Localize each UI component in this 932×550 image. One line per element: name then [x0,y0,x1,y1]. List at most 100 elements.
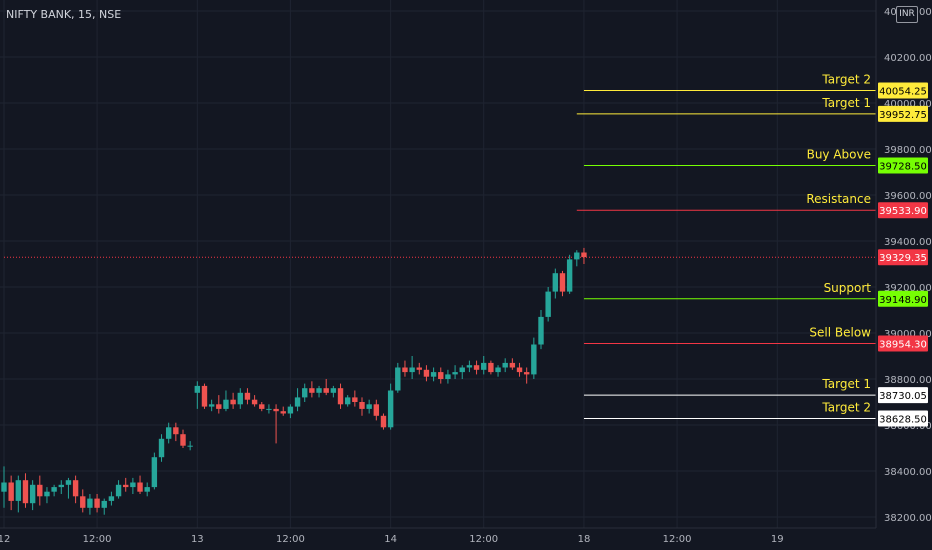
candle-body [108,496,115,501]
price-tick-label: 40000.00 [884,99,932,110]
candle-body [216,404,222,409]
time-tick-label: 12:00 [663,534,692,545]
price-tick-label: 39600.00 [884,191,932,202]
candle-body [445,374,451,379]
candle-body [566,259,573,292]
candle-body [208,404,215,407]
candle-body [223,399,229,409]
candle-body [51,487,57,492]
grid-lines [0,0,876,528]
candle-body [130,482,136,488]
price-tick-label: 39800.00 [884,145,932,156]
candle-body [29,484,36,504]
candle-body [330,388,337,393]
candle-body [466,365,473,368]
candle-body [538,316,544,345]
candle-body [366,404,372,409]
price-tick-label: 38200.00 [884,513,932,524]
level-price-label: 38954.30 [879,340,927,351]
time-tick-label: 12:00 [83,534,112,545]
candles [1,247,587,515]
candle-body [280,411,286,414]
candle-body [8,482,14,501]
candle-body [516,367,523,373]
level-price-box [878,249,928,266]
level-price-box [878,290,928,307]
time-tick-label: 14 [384,534,397,545]
candle-body [151,457,158,488]
level-price-label: 39329.35 [879,253,927,264]
candle-body [545,291,551,317]
level-name: Target 1 [821,377,871,391]
candle-body [237,392,243,405]
candle-body [137,482,143,492]
level-price-box [878,82,928,99]
candle-body [337,388,344,405]
candle-body [194,385,201,393]
price-tick-label: 39200.00 [884,283,932,294]
price-tick-label: 39000.00 [884,329,932,340]
candle-body [523,372,530,375]
candle-body [230,399,236,405]
candle-body [344,397,351,405]
candle-body [316,388,322,393]
candle-body [352,397,358,402]
candle-body [380,415,387,428]
candle-body [373,404,380,416]
candle-body [459,367,465,373]
level-price-label: 39148.90 [879,295,927,306]
candle-body [44,491,50,497]
level-price-label: 39952.75 [879,110,927,121]
level-price-label: 39533.90 [879,206,927,217]
price-tick-label: 38600.00 [884,421,932,432]
price-tick-label: 39400.00 [884,237,932,248]
candle-body [452,372,458,375]
candle-body [509,362,516,368]
candle-body [244,392,251,400]
candle-body [559,273,566,292]
candle-body [123,484,129,488]
candle-body [423,369,430,377]
level-name: Support [824,281,872,295]
candle-body [502,362,508,368]
candle-body [294,397,301,407]
candle-body [251,399,258,405]
candle-body [273,408,279,412]
candle-body [180,434,186,446]
time-tick-label: 12:00 [276,534,305,545]
candle-body [574,252,580,260]
level-labels: Target 2 40054.25 Target 1 39952.75 Buy Abov… [806,73,928,427]
time-axis[interactable]: 12 12:00 13 12:00 14 12:00 18 12:00 19 [0,527,876,545]
candle-body [15,480,22,501]
candle-body [72,480,79,497]
time-tick-label: 18 [578,534,591,545]
candle-body [266,408,272,410]
level-price-label: 40054.25 [879,87,927,98]
candle-body [323,388,329,393]
candle-body [488,362,494,373]
level-price-box [878,202,928,219]
level-lines [4,90,876,419]
level-name: Sell Below [809,326,871,340]
candle-body [187,445,193,447]
level-price-label: 38730.05 [879,391,927,402]
symbol-label: NIFTY BANK, 15, NSE [6,8,122,21]
candle-body [94,498,100,508]
level-price-box [878,410,928,427]
level-price-box [878,105,928,122]
level-price-box [878,387,928,404]
level-name: Resistance [806,192,871,206]
candle-body [481,362,487,370]
candle-body [531,344,537,375]
level-name: Target 2 [821,400,871,414]
candle-body [201,385,208,407]
candle-body [144,487,150,492]
time-tick-label: 12:00 [469,534,498,545]
time-tick-label: 19 [771,534,784,545]
candle-body [438,372,444,379]
level-price-box [878,335,928,352]
level-name: Target 2 [821,73,871,87]
currency-badge[interactable]: INR [896,6,918,23]
candle-body [259,404,265,409]
